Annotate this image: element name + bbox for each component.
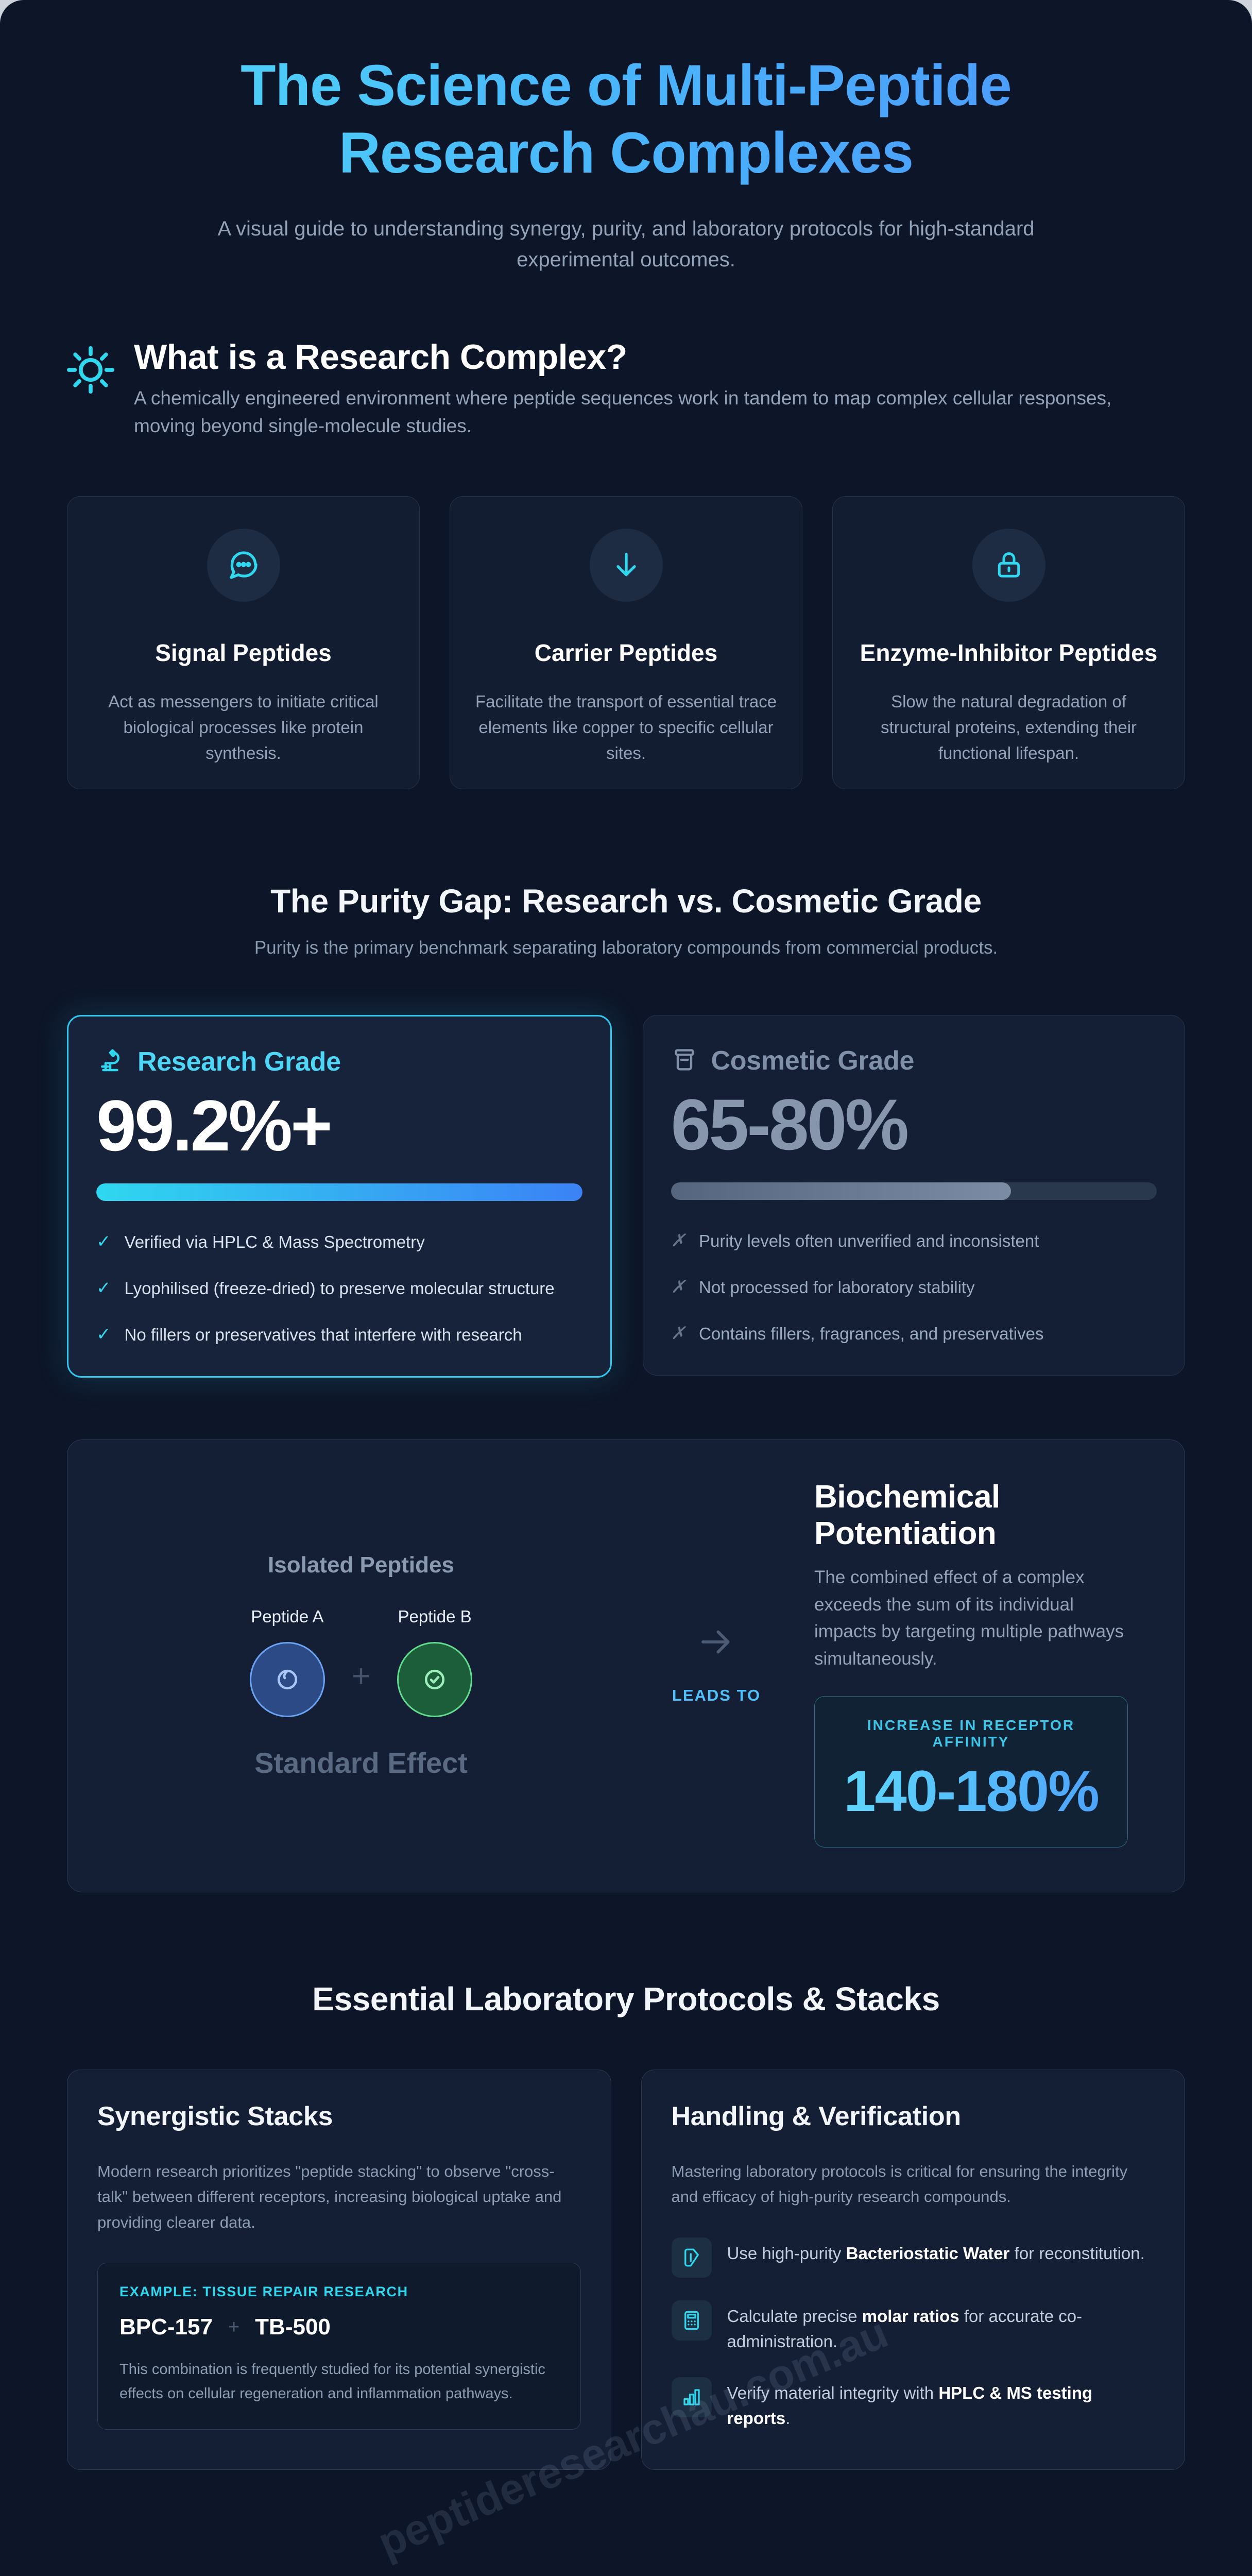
protocols-columns: Synergistic Stacks Modern research prior… (0, 2018, 1252, 2470)
handling-title: Handling & Verification (671, 2101, 962, 2131)
peptide-card-title: Carrier Peptides (534, 639, 718, 667)
what-is-section: What is a Research Complex? A chemically… (0, 275, 1252, 439)
potentiation-text: The combined effect of a complex exceeds… (814, 1567, 1124, 1669)
peptide-type-cards: Signal Peptides Act as messengers to ini… (0, 439, 1252, 790)
cross-icon: ✗ (671, 1277, 686, 1297)
research-grade-card: Research Grade 99.2%+ ✓ Verified via HPLC… (67, 1015, 612, 1378)
example-caption: EXAMPLE: TISSUE REPAIR RESEARCH (119, 2284, 408, 2300)
peptide-card-enzyme-inhibitor: Enzyme-Inhibitor Peptides Slow the natur… (832, 496, 1185, 790)
purity-section-header: The Purity Gap: Research vs. Cosmetic Gr… (0, 789, 1252, 958)
list-item: Use high-purity Bacteriostatic Water for… (671, 2237, 1155, 2278)
handling-step-text: Verify material integrity with HPLC & MS… (727, 2383, 1093, 2428)
handling-step-text: Calculate precise molar ratios for accur… (727, 2306, 1083, 2351)
peptide-card-text: Facilitate the transport of essential tr… (475, 691, 777, 762)
list-item: ✓ Verified via HPLC & Mass Spectrometry (96, 1230, 582, 1255)
plus-symbol: + (228, 2316, 240, 2338)
list-item: ✗ Not processed for laboratory stability (671, 1275, 1157, 1300)
standard-effect-label: Standard Effect (254, 1746, 468, 1779)
protocols-heading: Essential Laboratory Protocols & Stacks (312, 1980, 940, 2018)
list-item: ✓ Lyophilised (freeze-dried) to preserve … (96, 1276, 582, 1301)
check-icon: ✓ (96, 1325, 111, 1345)
peptide-a-label: Peptide A (251, 1606, 324, 1626)
purity-subheading: Purity is the primary benchmark separati… (254, 938, 998, 958)
research-grade-bar (96, 1183, 582, 1201)
peptide-card-title: Signal Peptides (155, 639, 332, 667)
cosmetic-grade-card: Cosmetic Grade 65-80% ✗ Purity levels oft… (642, 1015, 1185, 1376)
check-circle-icon (397, 1641, 473, 1717)
list-item: ✓ No fillers or preservatives that interf… (96, 1323, 582, 1347)
list-item: ✗ Purity levels often unverified and inco… (671, 1229, 1157, 1253)
list-item: ✗ Contains fillers, fragrances, and prese… (671, 1321, 1157, 1346)
peptide-card-signal: Signal Peptides Act as messengers to ini… (67, 496, 420, 790)
peptide-card-text: Slow the natural degradation of structur… (880, 691, 1137, 762)
research-grade-value: 99.2%+ (96, 1085, 333, 1166)
peptide-card-text: Act as messengers to initiate critical b… (108, 691, 379, 762)
microscope-icon (96, 1047, 124, 1077)
handling-body: Mastering laboratory protocols is critic… (671, 2162, 1128, 2206)
check-icon: ✓ (96, 1232, 111, 1252)
handling-verification-card: Handling & Verification Mastering labora… (641, 2069, 1185, 2470)
lock-icon (972, 529, 1045, 602)
jar-icon (671, 1046, 698, 1076)
example-compound-first: BPC-157 (119, 2314, 213, 2340)
list-item: Verify material integrity with HPLC & MS… (671, 2377, 1155, 2431)
hero-section: The Science of Multi-Peptide Research Co… (0, 0, 1252, 275)
research-grade-label: Research Grade (138, 1047, 341, 1077)
stacks-body: Modern research prioritizes "peptide sta… (97, 2162, 562, 2231)
leads-to-label: LEADS TO (672, 1686, 761, 1704)
stat-value: 140-180% (838, 1759, 1104, 1823)
protocols-section-header: Essential Laboratory Protocols & Stacks (0, 1892, 1252, 2018)
handling-steps: Use high-purity Bacteriostatic Water for… (671, 2237, 1155, 2431)
arrow-right-icon (639, 1622, 794, 1665)
receptor-affinity-stat: INCREASE IN RECEPTOR AFFINITY 140-180% (814, 1696, 1128, 1848)
cosmetic-grade-label: Cosmetic Grade (711, 1046, 915, 1076)
example-compound-second: TB-500 (255, 2314, 331, 2340)
page-subtitle: A visual guide to understanding synergy,… (217, 217, 1035, 272)
potentiation-title: Biochemical Potentiation (814, 1479, 1000, 1551)
stat-caption: INCREASE IN RECEPTOR AFFINITY (867, 1717, 1075, 1750)
peptide-card-title: Enzyme-Inhibitor Peptides (860, 639, 1158, 667)
cosmetic-grade-value: 65-80% (671, 1084, 910, 1165)
isolated-peptides-panel: Isolated Peptides Peptide A + Pept (104, 1547, 619, 1780)
molecule-sun-icon (67, 346, 115, 396)
cosmetic-grade-list: ✗ Purity levels often unverified and inco… (671, 1229, 1157, 1346)
handling-step-text: Use high-purity Bacteriostatic Water for… (727, 2243, 1145, 2263)
list-item: Calculate precise molar ratios for accur… (671, 2300, 1155, 2354)
cross-icon: ✗ (671, 1324, 686, 1344)
plus-symbol: + (351, 1658, 371, 1694)
purity-comparison: Research Grade 99.2%+ ✓ Verified via HPLC… (0, 958, 1252, 1378)
synergy-section: Isolated Peptides Peptide A + Pept (0, 1378, 1252, 1892)
peptide-b: Peptide B (397, 1606, 473, 1717)
example-description: This combination is frequently studied f… (119, 2361, 545, 2402)
example-box: EXAMPLE: TISSUE REPAIR RESEARCH BPC-157 … (97, 2263, 581, 2430)
synergistic-stacks-card: Synergistic Stacks Modern research prior… (67, 2069, 611, 2470)
stacks-title: Synergistic Stacks (97, 2101, 333, 2131)
what-is-heading: What is a Research Complex? (134, 337, 627, 377)
cosmetic-grade-bar (671, 1182, 1157, 1200)
research-grade-list: ✓ Verified via HPLC & Mass Spectrometry ✓… (96, 1230, 582, 1347)
chat-bubble-dots-icon (207, 529, 280, 602)
peptide-b-label: Peptide B (398, 1606, 472, 1626)
isolated-peptides-label: Isolated Peptides (268, 1552, 454, 1578)
peptide-card-carrier: Carrier Peptides Facilitate the transpor… (450, 496, 802, 790)
bar-chart-icon (671, 2377, 712, 2417)
potentiation-panel: Biochemical Potentiation The combined ef… (814, 1479, 1148, 1848)
purity-heading: The Purity Gap: Research vs. Cosmetic Gr… (270, 883, 982, 920)
calculator-icon (671, 2300, 712, 2341)
arrow-down-icon (589, 529, 663, 602)
water-droplet-icon (671, 2237, 712, 2278)
peptide-a: Peptide A (249, 1606, 325, 1717)
page-title: The Science of Multi-Peptide Research Co… (118, 52, 1134, 187)
leads-to-connector: LEADS TO (639, 1622, 794, 1705)
spiral-circle-icon (249, 1641, 325, 1717)
what-is-lede: A chemically engineered environment wher… (134, 387, 1112, 436)
cross-icon: ✗ (671, 1231, 686, 1251)
check-icon: ✓ (96, 1278, 111, 1298)
